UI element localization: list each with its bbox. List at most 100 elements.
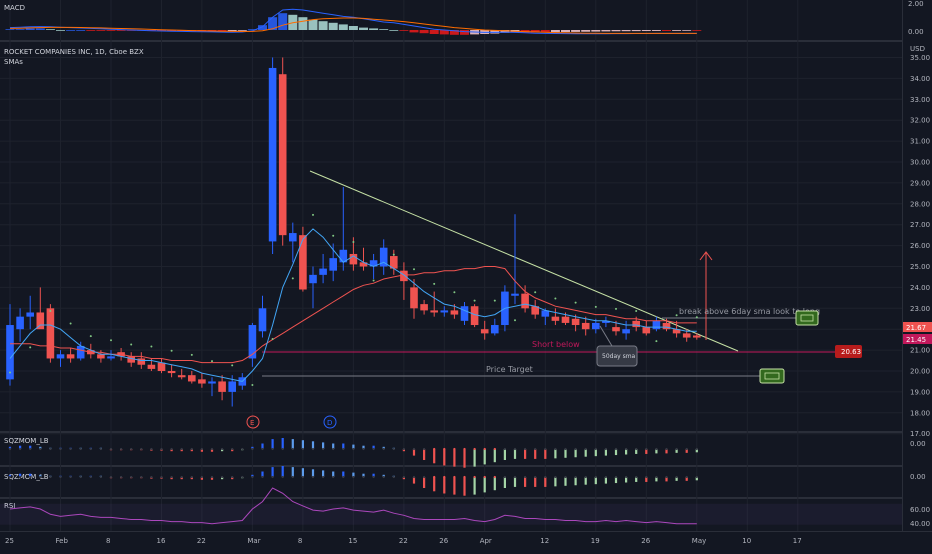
candle-body [632,320,640,328]
macd-histogram-bar [308,19,318,30]
sqz1-momentum-bar [433,449,436,464]
candle-body [400,270,408,282]
sqz2-squeeze-dot [574,475,577,479]
sqz1-squeeze-dot [311,447,315,451]
sqz2-squeeze-dot [695,475,698,479]
sqz2-squeeze-dot [372,475,375,479]
candle-body [491,325,499,334]
time-tick-label: 26 [641,537,650,545]
sqz2-squeeze-dot [675,475,678,479]
target-price-box-glyph [764,372,780,380]
pane-separator [0,531,932,532]
sqz1-momentum-bar [332,443,335,449]
sqz2-squeeze-dot [513,475,517,479]
rsi-label: RSI [4,502,15,510]
macd-histogram-bar [338,24,348,30]
sqz2-momentum-bar [544,477,547,487]
sqz2-momentum-bar [655,477,658,482]
macd-histogram-bar [5,29,15,30]
candle-body [622,329,630,334]
sqz2-squeeze-dot [99,475,102,479]
sqz1-squeeze-dot [261,447,264,451]
candle-body [460,306,469,321]
candle-body [76,345,85,359]
earnings-marker[interactable] [246,415,260,429]
sqz1-squeeze-dot [150,447,153,451]
sqz1-momentum-bar [665,449,668,454]
candle-body [531,306,539,315]
price-tick-label: 34.00 [910,75,930,83]
sqz1-squeeze-dot [200,447,203,451]
sqz1-squeeze-dot [675,447,678,451]
candle-body [107,356,115,359]
rsi-pane: RSI 60.00 40.00 [4,502,930,528]
candle-body [228,381,236,392]
sma-cross-dot [695,316,698,319]
sma-cross-dot [49,310,52,313]
sqz2-momentum-bar [574,477,577,486]
sqz2-momentum-bar [453,477,456,495]
macd-histogram-bar [106,30,116,31]
sqz1-momentum-bar [322,442,325,449]
sqz1-momentum-bar [8,446,12,449]
sqz2-squeeze-dot [291,475,294,479]
sma-cross-dot [29,346,32,349]
sqz1-squeeze-dot [160,447,163,451]
sma-50-line [10,266,697,364]
sqz2-squeeze-dot [180,475,183,479]
sqz2-squeeze-dot [322,475,325,479]
sqz1-squeeze-dot [503,447,506,451]
sqz2-momentum-bar [8,474,12,477]
sqz2-squeeze-dot [423,475,426,479]
sqz1-momentum-bar [412,449,416,456]
macd-histogram-bar [96,30,106,31]
earnings-marker-label: E [250,419,254,427]
sqz2-squeeze-dot [8,475,12,479]
candle-body [551,316,560,321]
price-tick-label: 20.00 [910,368,930,376]
sqz1-momentum-bar [301,440,304,449]
macd-signal-line [9,17,697,34]
macd-histogram-bar [419,30,429,34]
breakout-price-box-glyph [800,314,814,322]
candle-body [339,249,348,263]
last-price-tag-label: 21.67 [906,324,926,332]
sqz2-squeeze-dot [59,475,62,479]
macd-histogram-bar [550,30,560,33]
macd-histogram-bar [35,28,45,30]
sqz2-squeeze-dot [614,475,618,479]
sqz2-squeeze-dot [301,475,304,479]
sqz2-momentum-bar [291,467,294,477]
sqz1-squeeze-dot [170,447,173,451]
sqz1-squeeze-dot [392,447,395,451]
sqz1-squeeze-dot [8,447,12,451]
sqz1-squeeze-dot [140,447,143,451]
macd-histogram-bar [86,30,96,31]
sqz2-squeeze-dot [39,475,42,479]
sqz1-squeeze-dot [39,447,42,451]
dividend-marker[interactable] [323,415,337,429]
sqz2-squeeze-dot [362,475,365,479]
sqz2-momentum-bar [210,477,214,480]
sqz1-momentum-bar [473,449,476,467]
macd-histogram-bar [116,30,126,31]
sqz1-momentum-bar [645,449,648,454]
sma-cross-dot [150,345,153,348]
candle-body [662,322,671,330]
time-tick-label: May [692,537,706,545]
sma-indicator-label: SMAs [4,58,23,66]
sqz1-squeeze-dot [695,447,698,451]
candle-body [541,310,550,317]
sqz2-momentum-bar [29,473,32,477]
sqz1-momentum-bar [524,449,527,459]
sqz1-momentum-bar [564,449,567,458]
macd-histogram-bar [298,17,308,30]
sqz1-squeeze-dot [433,447,436,451]
candle-body [309,274,317,284]
sqz2-momentum-bar [352,472,355,477]
price-tick-label: 17.00 [910,430,930,438]
macd-histogram-bar [591,30,601,32]
candle-body [258,308,267,332]
time-tick-label: 15 [348,537,357,545]
